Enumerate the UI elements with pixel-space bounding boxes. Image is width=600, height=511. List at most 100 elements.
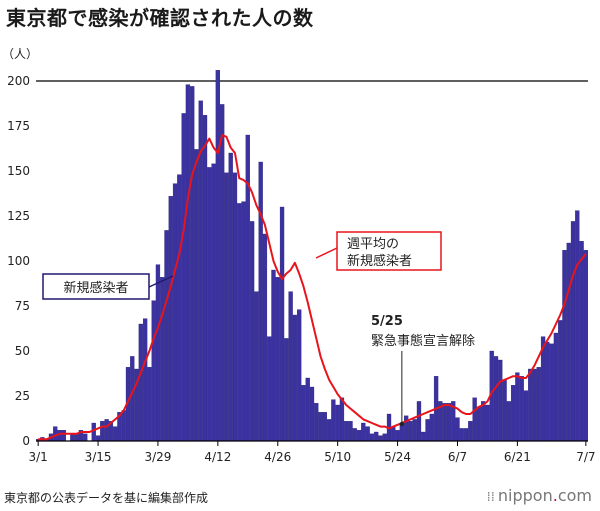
bar — [249, 221, 255, 442]
bar — [459, 428, 464, 442]
bar — [575, 210, 580, 442]
bar — [463, 428, 469, 442]
bar — [502, 379, 507, 442]
bar — [177, 174, 182, 442]
bar — [570, 221, 576, 442]
bar — [523, 390, 529, 442]
bar — [545, 341, 550, 442]
bar — [267, 336, 272, 442]
x-tick-label: 4/26 — [264, 450, 291, 464]
bar — [113, 426, 118, 442]
legend-pointer-average — [315, 247, 338, 259]
bar — [369, 433, 375, 442]
bar — [322, 412, 327, 442]
bar — [421, 431, 426, 442]
bar — [558, 320, 563, 442]
bar — [344, 421, 349, 442]
bar — [395, 430, 400, 442]
y-tick-label: 75 — [15, 299, 30, 313]
bar — [348, 421, 353, 442]
bar — [155, 264, 161, 442]
bar — [194, 149, 199, 442]
bar — [566, 242, 571, 442]
bar — [510, 385, 516, 442]
y-tick-label: 125 — [7, 209, 30, 223]
bar — [254, 291, 259, 442]
bar — [549, 343, 554, 442]
y-axis-unit: （人） — [2, 47, 38, 61]
bar — [211, 163, 216, 442]
bar — [121, 410, 126, 442]
y-tick-label: 100 — [7, 254, 30, 268]
bar — [207, 167, 212, 442]
bar — [378, 435, 383, 442]
bar — [288, 291, 293, 442]
bar — [335, 404, 340, 442]
legend-box-average — [336, 231, 442, 271]
bar — [498, 359, 503, 442]
bar — [70, 433, 75, 442]
y-tick-label: 0 — [22, 434, 30, 448]
bar — [579, 241, 584, 442]
bar — [160, 277, 165, 442]
bar — [74, 433, 79, 442]
bar — [331, 399, 336, 442]
bar — [455, 417, 460, 442]
bar — [382, 433, 387, 442]
bar — [224, 172, 229, 442]
bar — [416, 401, 422, 442]
bar — [493, 356, 499, 442]
bar — [151, 300, 156, 442]
bar — [408, 421, 413, 442]
bar — [314, 403, 319, 442]
y-tick-label: 200 — [7, 74, 30, 88]
bar — [361, 422, 366, 442]
bar — [241, 201, 246, 442]
bar — [297, 309, 302, 442]
bar — [215, 70, 220, 442]
brand-mark-icon: ⁞⁞ — [486, 490, 495, 505]
x-tick-label: 4/12 — [204, 450, 231, 464]
bar — [468, 421, 473, 442]
bar — [472, 397, 477, 442]
legend-pointer-bars — [148, 275, 174, 288]
legend-label-average-line1: 週平均の — [347, 237, 399, 252]
x-tick-label: 7/7 — [576, 450, 595, 464]
annotation-marker — [399, 421, 405, 427]
bar — [262, 233, 268, 442]
x-tick-label: 5/10 — [324, 450, 351, 464]
bar — [391, 426, 396, 442]
y-tick-label: 150 — [7, 164, 30, 178]
data-source: 東京都の公表データを基に編集部作成 — [4, 491, 209, 505]
bar — [185, 84, 191, 442]
brand-dot: . — [552, 486, 558, 505]
bar — [506, 401, 511, 442]
bar — [284, 338, 289, 442]
bar — [519, 376, 524, 442]
bar — [309, 386, 315, 442]
bar — [57, 430, 62, 442]
bar — [292, 314, 298, 442]
bar — [553, 332, 559, 442]
bar — [100, 421, 105, 442]
bar — [147, 367, 152, 442]
bar — [245, 134, 250, 442]
bar — [202, 115, 208, 442]
bar — [258, 161, 263, 442]
bar — [190, 86, 195, 442]
bar — [95, 435, 101, 442]
bar — [528, 368, 533, 442]
bar — [412, 419, 417, 442]
bar — [168, 196, 173, 442]
bar — [130, 356, 135, 442]
bar — [228, 152, 233, 442]
bar — [356, 430, 362, 442]
bar — [429, 413, 434, 442]
bar — [583, 250, 588, 442]
bar — [104, 419, 109, 442]
bar — [138, 323, 143, 442]
y-tick-label: 25 — [15, 389, 30, 403]
y-tick-label: 175 — [7, 119, 30, 133]
legend-label-bars: 新規感染者 — [63, 280, 128, 296]
brand-name-right: com — [557, 486, 592, 505]
